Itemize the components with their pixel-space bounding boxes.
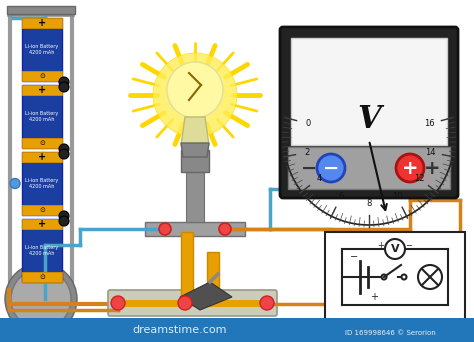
Circle shape [59, 216, 69, 226]
Bar [22, 205, 62, 215]
Bar [22, 272, 62, 282]
Text: +: + [424, 158, 440, 177]
Bar [288, 147, 450, 189]
Text: −: − [350, 252, 358, 262]
Text: −: − [301, 158, 317, 177]
Text: ⊙: ⊙ [39, 207, 45, 213]
Circle shape [59, 144, 69, 154]
Bar [22, 18, 62, 28]
Polygon shape [181, 117, 209, 145]
Circle shape [219, 223, 231, 235]
Circle shape [159, 223, 171, 235]
Text: 12: 12 [414, 174, 424, 183]
Circle shape [382, 275, 386, 279]
Bar [22, 219, 62, 282]
Circle shape [260, 296, 274, 310]
Text: V: V [357, 105, 381, 135]
Circle shape [59, 77, 69, 87]
Bar [22, 85, 62, 95]
Text: −: − [405, 241, 412, 250]
Circle shape [11, 269, 71, 329]
Text: dreamstime.com: dreamstime.com [133, 325, 227, 335]
Circle shape [385, 239, 405, 259]
Bar [7, 6, 75, 14]
Text: 0: 0 [306, 119, 311, 128]
Text: ⊙: ⊙ [39, 73, 45, 79]
Text: V: V [391, 245, 399, 254]
Bar [325, 232, 465, 322]
Circle shape [10, 179, 20, 188]
Text: 4: 4 [316, 174, 322, 183]
Text: ⊙: ⊙ [39, 140, 45, 146]
Circle shape [59, 82, 69, 92]
Text: +: + [38, 18, 46, 28]
Bar [22, 18, 62, 81]
Text: ID 169998646 © Serorion: ID 169998646 © Serorion [345, 330, 436, 336]
Circle shape [59, 149, 69, 159]
Text: Li-ion Battery
4200 mAh: Li-ion Battery 4200 mAh [26, 44, 59, 55]
Text: +: + [378, 241, 384, 250]
Bar [22, 71, 62, 81]
Bar [182, 232, 193, 296]
Bar [337, 244, 453, 310]
Bar [0, 318, 474, 342]
Circle shape [5, 263, 77, 335]
Circle shape [178, 296, 192, 310]
Text: 16: 16 [425, 119, 435, 128]
Bar [22, 152, 62, 162]
Circle shape [401, 275, 407, 279]
Text: 14: 14 [426, 148, 436, 157]
Bar [22, 152, 62, 215]
Text: ⊙: ⊙ [39, 274, 45, 280]
Bar [181, 150, 209, 172]
Text: +: + [38, 152, 46, 162]
Bar [22, 138, 62, 148]
Circle shape [317, 154, 345, 182]
Text: 8: 8 [366, 198, 372, 208]
FancyBboxPatch shape [280, 27, 458, 198]
Circle shape [153, 53, 237, 137]
Text: 6: 6 [338, 192, 344, 201]
Text: +: + [38, 85, 46, 95]
Circle shape [167, 62, 223, 118]
Text: +: + [370, 292, 378, 302]
Circle shape [59, 211, 69, 221]
Text: −: − [323, 158, 339, 177]
Polygon shape [181, 143, 209, 157]
Text: Li-ion Battery
4200 mAh: Li-ion Battery 4200 mAh [26, 245, 59, 256]
Text: +: + [38, 219, 46, 229]
Polygon shape [180, 282, 232, 310]
Bar [22, 85, 62, 148]
Text: 10: 10 [392, 192, 402, 201]
FancyBboxPatch shape [108, 290, 277, 316]
Text: 2: 2 [305, 148, 310, 157]
Bar [186, 170, 204, 222]
Text: +: + [402, 158, 418, 177]
Text: Li-ion Battery
4200 mAh: Li-ion Battery 4200 mAh [26, 178, 59, 189]
Circle shape [111, 296, 125, 310]
Bar [22, 219, 62, 229]
Bar [145, 222, 245, 236]
Circle shape [418, 265, 442, 289]
Bar [208, 252, 219, 296]
Text: Li-ion Battery
4200 mAh: Li-ion Battery 4200 mAh [26, 111, 59, 122]
Bar [291, 38, 447, 145]
Circle shape [396, 154, 424, 182]
